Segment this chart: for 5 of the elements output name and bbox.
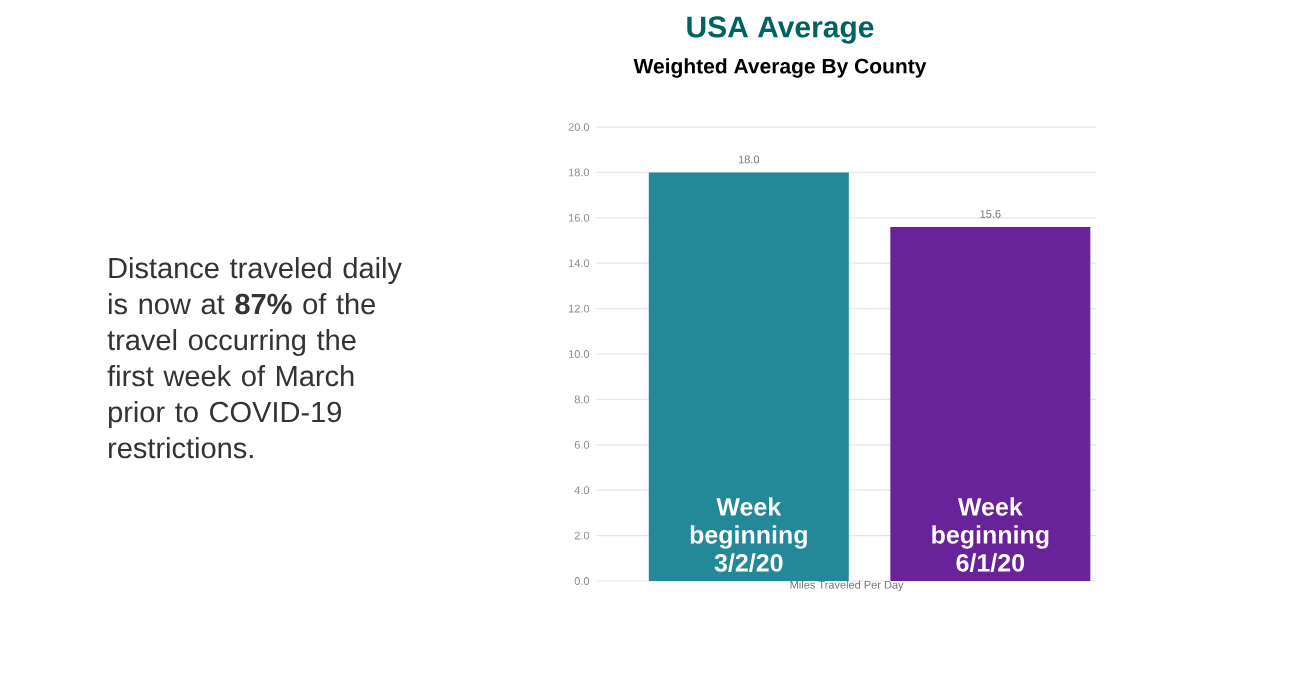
chart-subtitle: Weighted Average By County [633, 58, 927, 78]
text: Distance traveled daily is now at 87% of the travel occurring the first week of March prior to COVID-19 restrictions. [107, 257, 402, 459]
x-tick-label: Week beginning 3/2/20 [690, 497, 807, 572]
x-tick-label: Week beginning 6/1/20 [932, 497, 1049, 572]
chart-title: USA Average [687, 16, 874, 44]
